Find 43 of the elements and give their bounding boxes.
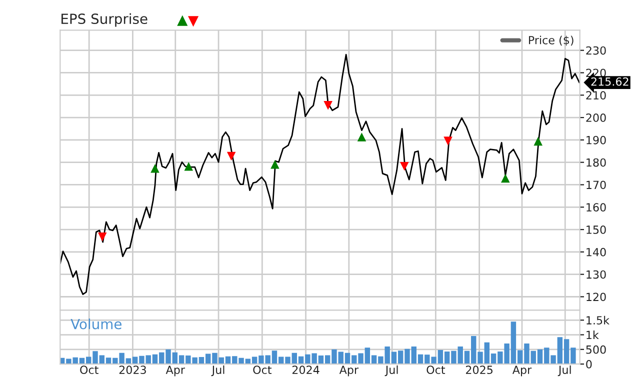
y-tick-label: 190 (586, 136, 606, 144)
x-tick-label: Jul (558, 365, 571, 376)
y-tick-label: 1.5k (586, 316, 610, 325)
point (226, 152, 236, 161)
x-tick-label: Apr (339, 366, 359, 376)
x-tick-label: Oct (426, 366, 446, 374)
y-tick-label: 160 (586, 203, 606, 212)
point (357, 132, 366, 142)
x-tick-label: 2024 (292, 366, 320, 374)
x-tick-label: Apr (512, 366, 532, 376)
y-tick-label: 0 (586, 360, 592, 368)
y-tick-label: 1k (586, 330, 599, 339)
y-tick-label: 180 (586, 158, 606, 167)
y-tick-label: 210 (586, 91, 606, 100)
chart-title: Volume (70, 318, 122, 330)
x-tick-label: Jul (211, 365, 224, 376)
point (324, 101, 332, 110)
y-tick-label: 500 (586, 345, 606, 354)
point (184, 162, 194, 171)
y-tick-label: 230 (586, 46, 606, 55)
point (501, 174, 510, 183)
x-tick-label: 2025 (466, 366, 492, 374)
point (270, 160, 280, 169)
x-tick-label: Apr (166, 366, 185, 376)
x-tick-label: Oct (253, 366, 272, 374)
x-tick-label: Oct (80, 366, 98, 374)
series-label: Price ($) (529, 36, 574, 46)
point (400, 162, 409, 171)
y-tick-label: 150 (586, 226, 606, 234)
line-series (60, 54, 580, 295)
point (534, 136, 543, 146)
y-tick-label: 130 (586, 270, 606, 279)
y-tick-label: 200 (586, 114, 606, 122)
x-tick-label: 2023 (119, 366, 146, 374)
y-tick-label: 120 (586, 292, 606, 302)
y-tick-label: 140 (586, 248, 606, 256)
x-tick-label: Jul (384, 365, 398, 376)
point (444, 136, 452, 146)
annotation: 215.62 (591, 77, 628, 86)
y-tick-label: 170 (586, 180, 606, 190)
point (98, 232, 107, 242)
point (150, 164, 160, 173)
chart-title: EPS Surprise (62, 13, 148, 27)
